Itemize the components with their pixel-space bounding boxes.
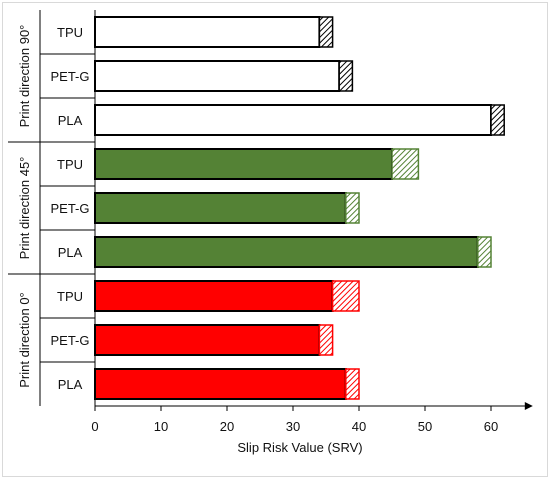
bar-Print direction 0°-PLA <box>94 368 347 400</box>
bar-error-Print direction 90°-TPU <box>318 16 334 48</box>
x-axis-arrow <box>524 402 533 410</box>
bar-error-Print direction 45°-PET-G <box>345 192 360 224</box>
bar-Print direction 45°-PLA <box>94 236 479 268</box>
x-tick-label: 0 <box>91 419 98 434</box>
category-label: PLA <box>58 377 83 392</box>
group-label: Print direction 90° <box>17 25 32 128</box>
bar-error-Print direction 90°-PET-G <box>338 60 354 92</box>
bar-error-Print direction 0°-PLA <box>345 368 360 400</box>
bar-Print direction 90°-PET-G <box>94 60 341 92</box>
x-tick-label: 60 <box>484 419 498 434</box>
bar-error-Print direction 45°-TPU <box>391 148 420 180</box>
x-tick-label: 50 <box>418 419 432 434</box>
group-label: Print direction 0° <box>17 292 32 388</box>
x-axis-title: Slip Risk Value (SRV) <box>237 440 362 455</box>
bar-Print direction 45°-PET-G <box>94 192 347 224</box>
x-tick-label: 30 <box>286 419 300 434</box>
group-label: Print direction 45° <box>17 157 32 260</box>
category-label: PLA <box>58 245 83 260</box>
x-tick-label: 20 <box>220 419 234 434</box>
bar-error-Print direction 0°-PET-G <box>318 324 334 356</box>
category-label: PET-G <box>50 201 89 216</box>
x-tick-label: 40 <box>352 419 366 434</box>
category-label: TPU <box>57 157 83 172</box>
bar-Print direction 0°-TPU <box>94 280 334 312</box>
category-label: PET-G <box>50 69 89 84</box>
category-label: PLA <box>58 113 83 128</box>
bar-error-Print direction 0°-TPU <box>331 280 360 312</box>
bar-Print direction 90°-TPU <box>94 16 321 48</box>
bar-error-Print direction 90°-PLA <box>490 104 505 136</box>
bar-Print direction 90°-PLA <box>94 104 492 136</box>
bar-Print direction 45°-TPU <box>94 148 393 180</box>
bar-Print direction 0°-PET-G <box>94 324 321 356</box>
x-tick-label: 10 <box>154 419 168 434</box>
category-label: TPU <box>57 289 83 304</box>
category-label: TPU <box>57 25 83 40</box>
category-label: PET-G <box>50 333 89 348</box>
bar-error-Print direction 45°-PLA <box>477 236 492 268</box>
